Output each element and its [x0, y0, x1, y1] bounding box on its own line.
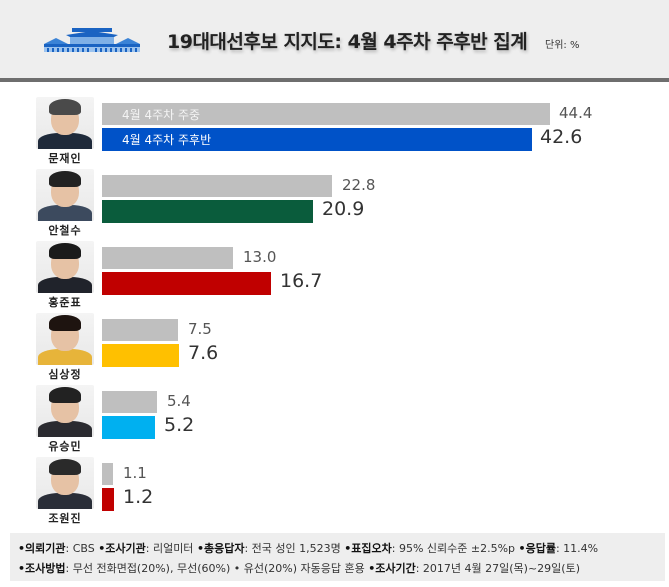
footer-value: : 무선 전화면접(20%), 무선(60%) • 유선(20%) 자동응답 혼…	[65, 562, 369, 575]
unit-label: 단위: %	[545, 40, 580, 51]
value-current: 16.7	[280, 270, 323, 292]
bar-previous-week	[102, 319, 178, 341]
value-previous: 7.5	[188, 320, 212, 338]
footer-key: •조사기관	[98, 542, 146, 555]
bar-current-week	[102, 488, 114, 511]
candidate-row: 문재인 4월 4주차 주중 44.4 4월 4주차 주후반 42.6	[0, 0, 669, 165]
candidate-photo	[36, 385, 94, 437]
bar-current-week	[102, 272, 271, 295]
footer-line-2: •조사방법: 무선 전화면접(20%), 무선(60%) • 유선(20%) 자…	[18, 559, 665, 579]
value-previous: 1.1	[123, 464, 147, 482]
bar-current-week	[102, 200, 313, 223]
candidate-row: 심상정 7.5 7.6	[0, 0, 669, 381]
candidate-row: 안철수 22.8 20.9	[0, 0, 669, 237]
chart-title: 19대대선후보 지지도: 4월 4주차 주후반 집계	[167, 31, 528, 53]
footer-key: •의뢰기관	[18, 542, 66, 555]
footer-value: : 11.4%	[555, 542, 599, 555]
footer-key: •표집오차	[344, 542, 392, 555]
bar-previous-week	[102, 463, 113, 485]
bar-previous-week	[102, 175, 332, 197]
footer-key: •조사방법	[18, 562, 66, 575]
value-current: 1.2	[123, 486, 154, 508]
value-current: 7.6	[188, 342, 219, 364]
bar-previous-week	[102, 391, 157, 413]
footer-key: •응답률	[518, 542, 556, 555]
candidate-row: 유승민 5.4 5.2	[0, 0, 669, 453]
candidate-name: 조원진	[48, 512, 82, 525]
bar-previous-week: 4월 4주차 주중	[102, 103, 550, 125]
candidate-name: 문재인	[48, 152, 82, 165]
footer-value: : 전국 성인 1,523명	[244, 542, 345, 555]
value-previous: 13.0	[243, 248, 277, 266]
bar-current-week	[102, 416, 155, 439]
candidate-photo	[36, 97, 94, 149]
footer-value: : 리얼미터	[145, 542, 197, 555]
candidate-name: 홍준표	[48, 296, 82, 309]
header-divider	[0, 78, 669, 82]
footer-value: : 95% 신뢰수준 ±2.5%p	[391, 542, 519, 555]
candidate-photo	[36, 169, 94, 221]
legend-label-prev: 4월 4주차 주중	[122, 108, 201, 122]
legend-label-curr: 4월 4주차 주후반	[122, 133, 212, 147]
candidate-photo	[36, 313, 94, 365]
value-previous: 5.4	[167, 392, 191, 410]
candidate-name: 심상정	[48, 368, 82, 381]
candidate-name: 유승민	[48, 440, 82, 453]
bar-current-week	[102, 344, 179, 367]
header: 19대대선후보 지지도: 4월 4주차 주후반 집계 단위: %	[0, 0, 669, 78]
value-current: 20.9	[322, 198, 365, 220]
bar-current-week: 4월 4주차 주후반	[102, 128, 532, 151]
footer-line-1: •의뢰기관: CBS •조사기관: 리얼미터 •총응답자: 전국 성인 1,52…	[18, 539, 665, 559]
footer-key: •총응답자	[196, 542, 245, 555]
value-previous: 22.8	[342, 176, 376, 194]
candidate-name: 안철수	[48, 224, 82, 237]
candidate-row: 홍준표 13.0 16.7	[0, 0, 669, 309]
candidate-photo	[36, 457, 94, 509]
bar-previous-week	[102, 247, 233, 269]
footer-value: : CBS	[65, 542, 99, 555]
footer-key: •조사기간	[368, 562, 416, 575]
blue-house-logo-icon	[44, 28, 140, 52]
candidate-photo	[36, 241, 94, 293]
candidate-row: 조원진 1.1 1.2	[0, 0, 669, 525]
value-current: 42.6	[540, 126, 583, 148]
value-previous: 44.4	[559, 104, 593, 122]
value-current: 5.2	[164, 414, 195, 436]
survey-info-footer: •의뢰기관: CBS •조사기관: 리얼미터 •총응답자: 전국 성인 1,52…	[10, 533, 665, 581]
footer-value: : 2017년 4월 27일(목)~29일(토)	[415, 562, 581, 575]
